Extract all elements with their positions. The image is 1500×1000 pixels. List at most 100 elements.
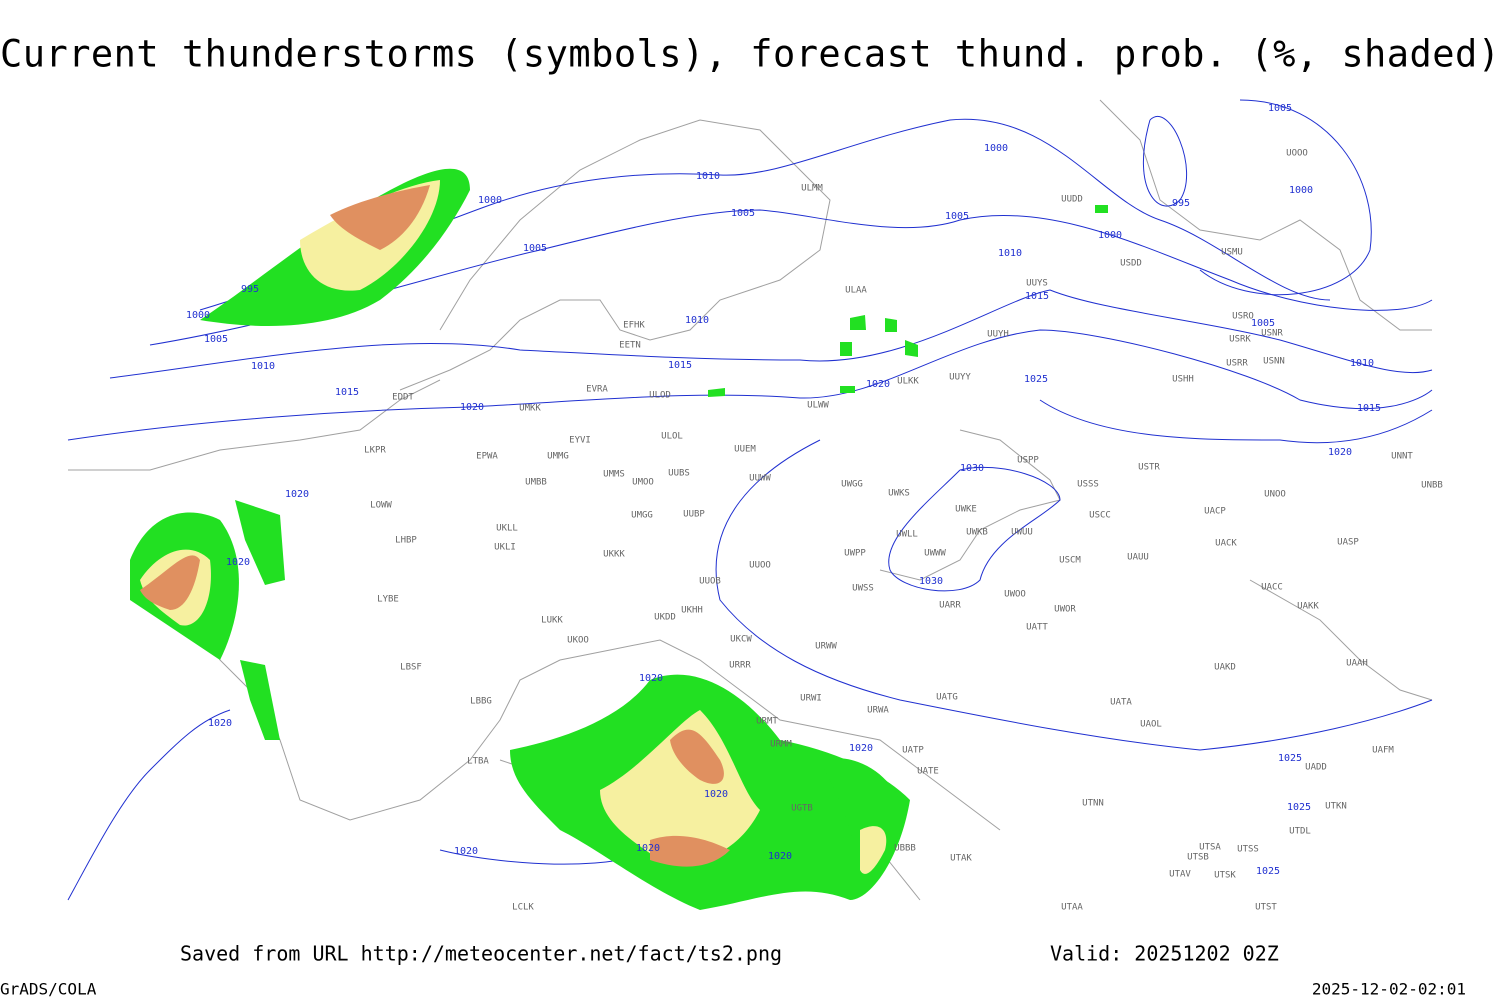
station-label: UATE: [917, 767, 939, 777]
station-label: UUDD: [1061, 195, 1083, 205]
station-label: UUYH: [987, 330, 1009, 340]
station-label: UKHH: [681, 606, 703, 616]
isobar: [715, 399, 1433, 751]
station-label: UMGG: [631, 511, 653, 521]
software: GrADS/COLA: [0, 980, 97, 999]
station-label: UTKN: [1325, 802, 1347, 812]
station-label: LOWW: [370, 501, 392, 511]
station-label: LHBP: [395, 536, 417, 546]
station-label: LYBE: [377, 595, 399, 605]
station-label: UKLL: [496, 524, 518, 534]
station-label: LUKK: [541, 616, 563, 626]
station-label: UACP: [1204, 507, 1226, 517]
station-label: USCC: [1089, 511, 1111, 521]
station-label: URWI: [800, 694, 822, 704]
station-label: UUYS: [1026, 279, 1048, 289]
prob-area: [140, 555, 200, 610]
station-label: UATG: [936, 693, 958, 703]
station-label: URWW: [815, 642, 837, 652]
station-label: EPWA: [476, 452, 498, 462]
station-label: UUOO: [749, 561, 771, 571]
station-label: UUYY: [949, 373, 971, 383]
isobar-label: 1020: [866, 379, 890, 390]
isobar: [149, 209, 1433, 346]
station-label: USRK: [1229, 335, 1251, 345]
isobar-label: 1000: [186, 310, 210, 321]
station-label: USSS: [1077, 480, 1099, 490]
station-label: LKPR: [364, 446, 386, 456]
thunderstorm-probability-shading: [130, 168, 1108, 910]
isobar-label: 1025: [1287, 802, 1311, 813]
isobar-label: 1020: [460, 402, 484, 413]
coastline: [1099, 99, 1433, 701]
station-label: UWKS: [888, 489, 910, 499]
station-label: UACC: [1261, 583, 1283, 593]
station-label: EDDT: [392, 393, 414, 403]
station-label: USRR: [1226, 359, 1248, 369]
station-label: UNOO: [1264, 490, 1286, 500]
isobar: [1142, 99, 1372, 296]
station-label: UASP: [1337, 538, 1359, 548]
title: Current thunderstorms (symbols), forecas…: [0, 33, 1500, 76]
isobar-label: 1000: [984, 143, 1008, 154]
isobar: [888, 466, 1061, 592]
station-label: EYVI: [569, 436, 591, 446]
station-label: LBSF: [400, 663, 422, 673]
source-url: Saved from URL http://meteocenter.net/fa…: [180, 942, 782, 966]
prob-area: [235, 500, 285, 740]
station-label: ULAA: [845, 286, 867, 296]
station-label: ULMM: [801, 184, 823, 194]
isobar-label: 995: [1172, 198, 1190, 209]
station-label: USPP: [1017, 456, 1039, 466]
station-label: UUBS: [668, 469, 690, 479]
isobar-label: 1020: [639, 673, 663, 684]
station-label: UWUU: [1011, 528, 1033, 538]
isobar-label: 1020: [454, 846, 478, 857]
station-label: UKDD: [654, 613, 676, 623]
valid-time: Valid: 20251202 02Z: [1050, 942, 1279, 966]
station-label: LBBG: [470, 697, 492, 707]
station-label: UKLI: [494, 543, 516, 553]
station-label: UAOL: [1140, 720, 1162, 730]
map-area: [67, 88, 1433, 912]
station-label: UKCW: [730, 635, 752, 645]
isobar-label: 1030: [919, 576, 943, 587]
isobar-label: 1010: [696, 171, 720, 182]
station-label: UMOO: [632, 478, 654, 488]
isobar-label: 1020: [636, 843, 660, 854]
isobar-label: 995: [241, 284, 259, 295]
station-label: UMMG: [547, 452, 569, 462]
station-label: UWGG: [841, 480, 863, 490]
station-label: LTBA: [467, 757, 489, 767]
station-label: USNN: [1263, 357, 1285, 367]
station-label: UTAK: [950, 854, 972, 864]
station-label: URMM: [770, 740, 792, 750]
station-label: USRO: [1232, 312, 1254, 322]
timestamp: 2025-12-02-02:01: [1312, 980, 1466, 999]
station-label: UTNN: [1082, 799, 1104, 809]
isobar-label: 1030: [960, 463, 984, 474]
station-label: UTSA: [1199, 843, 1221, 853]
isobar-label: 1020: [285, 489, 309, 500]
isobar-label: 1015: [1357, 403, 1381, 414]
isobar-label: 1020: [208, 718, 232, 729]
isobar-label: 1015: [1025, 291, 1049, 302]
station-label: UKKK: [603, 550, 625, 560]
station-label: UUEM: [734, 445, 756, 455]
station-label: UAAH: [1346, 659, 1368, 669]
station-label: UAUU: [1127, 553, 1149, 563]
station-label: EETN: [619, 341, 641, 351]
station-label: UGTB: [791, 804, 813, 814]
isobar-label: 1005: [1268, 103, 1292, 114]
station-label: UWKB: [966, 528, 988, 538]
isobar: [67, 329, 1433, 441]
isobar-label: 1020: [849, 743, 873, 754]
isobar-label: 1005: [523, 243, 547, 254]
station-label: LCLK: [512, 903, 534, 913]
isobar-label: 1000: [1098, 230, 1122, 241]
coastline: [399, 119, 831, 391]
isobar-label: 1015: [668, 360, 692, 371]
isobar-label: 1025: [1024, 374, 1048, 385]
station-label: USNR: [1261, 329, 1283, 339]
